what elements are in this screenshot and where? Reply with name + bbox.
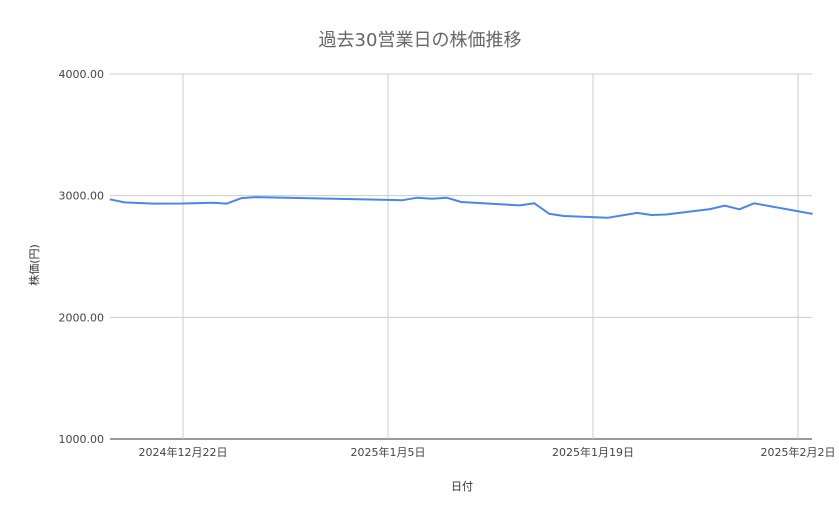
x-axis-label: 日付 <box>451 480 473 493</box>
x-tick-label: 2024年12月22日 <box>139 445 228 459</box>
price-line <box>109 196 813 219</box>
y-tick-label: 2000.00 <box>59 311 105 324</box>
x-tick-label: 2025年1月5日 <box>351 445 426 459</box>
y-axis-label: 株価(円) <box>27 244 41 286</box>
chart-title: 過去30営業日の株価推移 <box>319 30 522 51</box>
y-tick-label: 1000.00 <box>59 433 105 446</box>
x-tick-label: 2025年2月2日 <box>761 445 836 459</box>
y-tick-label: 4000.00 <box>59 68 105 81</box>
x-tick-label: 2025年1月19日 <box>552 445 634 459</box>
y-tick-label: 3000.00 <box>59 190 105 203</box>
